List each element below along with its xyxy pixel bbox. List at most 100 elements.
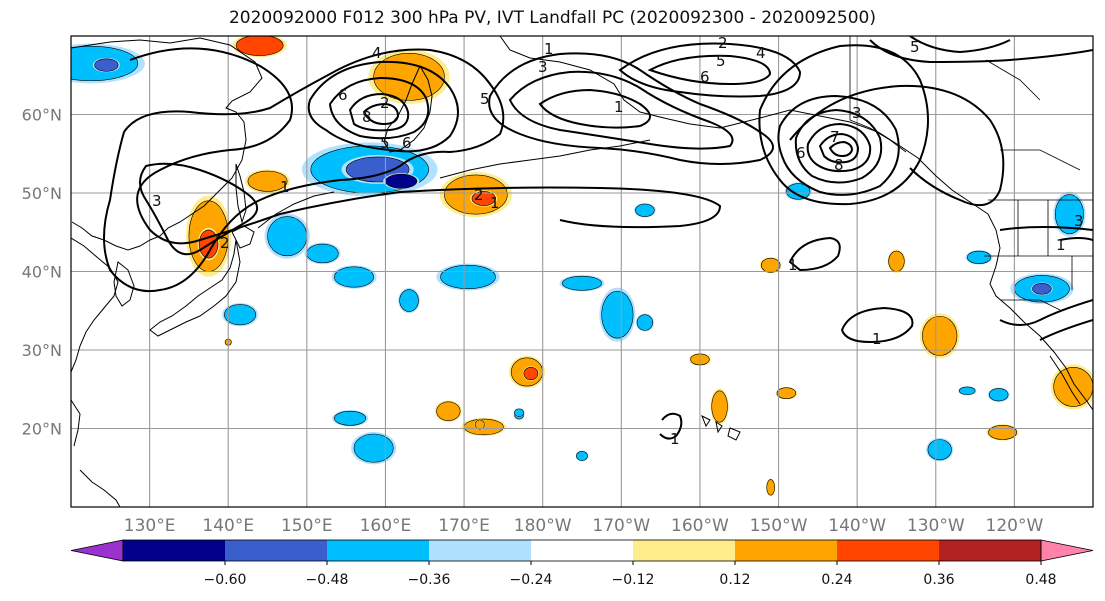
pc-patch xyxy=(965,250,993,265)
colorbar-segment xyxy=(837,540,940,561)
pc-patch xyxy=(1031,282,1053,296)
colorbar-segment xyxy=(327,540,430,561)
pc-patch xyxy=(1053,191,1086,237)
colorbar xyxy=(70,539,1094,562)
borders xyxy=(849,36,1093,311)
pc-shading-layer xyxy=(71,36,1093,497)
contour-label: 2 xyxy=(474,186,484,204)
pc-patch xyxy=(987,387,1010,402)
contour-label: 3 xyxy=(1074,212,1084,230)
pv-contours xyxy=(103,36,1093,440)
contour-label: 1 xyxy=(544,40,554,58)
pc-patch xyxy=(304,242,341,265)
map-title: 2020092000 F012 300 hPa PV, IVT Landfall… xyxy=(228,8,876,28)
lon-tick-label: 130°W xyxy=(907,516,965,536)
contour-label: 4 xyxy=(756,44,766,62)
colorbar-segment xyxy=(939,540,1042,561)
pc-patch xyxy=(766,478,776,497)
contour-labels: 4 1 3 5 6 2 8 5 6 1 5 4 6 2 3 7 6 8 5 3 … xyxy=(152,34,1084,448)
contour-label: 1 xyxy=(872,330,882,348)
contour-label: 5 xyxy=(380,134,390,152)
contour-label: 7 xyxy=(830,128,840,146)
pc-patch xyxy=(332,410,369,427)
colorbar-segment xyxy=(225,540,328,561)
colorbar-tick-label: −0.36 xyxy=(408,572,451,588)
colorbar-tick-label: 0.12 xyxy=(719,572,750,588)
colorbar-segment xyxy=(429,540,532,561)
pc-patch xyxy=(368,49,450,104)
pc-patch xyxy=(775,386,798,400)
lon-tick-label: 120°W xyxy=(986,516,1044,536)
colorbar-segment xyxy=(531,540,634,561)
pc-patch xyxy=(383,173,420,190)
contour-label: 8 xyxy=(362,108,372,126)
contour-label: 5 xyxy=(716,52,726,70)
contour-label: 1 xyxy=(788,256,798,274)
lon-tick-label: 160°E xyxy=(360,516,412,536)
pc-patch xyxy=(398,287,420,314)
contour-label: 6 xyxy=(796,144,806,162)
contour-label: 5 xyxy=(480,90,490,108)
lon-tick-label: 170°E xyxy=(438,516,490,536)
colorbar-segment xyxy=(123,540,226,561)
contour-label: 3 xyxy=(538,58,548,76)
pc-patch xyxy=(470,190,498,207)
contour-label: 6 xyxy=(700,68,710,86)
pc-patch xyxy=(926,437,954,462)
contour-label: 2 xyxy=(220,234,230,252)
colorbar-tick-label: −0.60 xyxy=(204,572,247,588)
colorbar-tick-label: −0.12 xyxy=(612,572,655,588)
contour-label: 4 xyxy=(372,44,382,62)
contour-label: 8 xyxy=(834,156,844,174)
contour-label: 5 xyxy=(910,38,920,56)
pc-patch xyxy=(575,450,589,462)
lon-tick-label: 180°W xyxy=(514,516,572,536)
pc-patch xyxy=(474,419,486,430)
pc-patch xyxy=(264,213,310,259)
pc-patch xyxy=(522,366,540,381)
contour-label: 3 xyxy=(152,192,162,210)
colorbar-segment xyxy=(735,540,838,561)
contour-label: 3 xyxy=(852,104,862,122)
graticule xyxy=(71,36,1093,507)
contour-label: 2 xyxy=(718,34,728,52)
lon-tick-label: 170°W xyxy=(592,516,650,536)
lon-tick-label: 150°W xyxy=(750,516,808,536)
lon-tick-label: 160°W xyxy=(671,516,729,536)
contour-label: 1 xyxy=(614,98,624,116)
pc-patch xyxy=(232,36,287,58)
coastlines xyxy=(71,36,1093,507)
contour-label: 1 xyxy=(670,430,680,448)
lat-tick-label: 60°N xyxy=(22,106,62,125)
pc-patch xyxy=(331,265,377,289)
colorbar-low-extend xyxy=(70,539,124,562)
contour-label: 6 xyxy=(402,134,412,152)
pc-patch xyxy=(599,287,636,342)
pc-patch xyxy=(634,203,656,218)
contour-label: 6 xyxy=(338,86,348,104)
pc-patch xyxy=(513,408,525,418)
map-frame xyxy=(70,35,1094,508)
pc-patch xyxy=(244,169,291,193)
pc-patch xyxy=(92,57,120,73)
latitude-labels: 20°N 30°N 40°N 50°N 60°N xyxy=(22,106,62,439)
lon-tick-label: 140°E xyxy=(202,516,254,536)
longitude-labels: 130°E 140°E 150°E 160°E 170°E 180°W 170°W 160°W… xyxy=(124,516,1044,536)
pc-patch xyxy=(351,431,397,465)
pc-patch xyxy=(221,302,259,327)
lon-tick-label: 150°E xyxy=(281,516,333,536)
colorbar-tick-label: 0.36 xyxy=(923,572,954,588)
lat-tick-label: 40°N xyxy=(22,263,62,282)
pc-patch xyxy=(436,263,500,291)
contour-label: 2 xyxy=(380,94,390,112)
colorbar-tick-label: −0.48 xyxy=(306,572,349,588)
lat-tick-label: 50°N xyxy=(22,184,62,203)
contour-label: 1 xyxy=(1056,236,1066,254)
colorbar-high-extend xyxy=(1040,539,1094,562)
contour-label: 1 xyxy=(280,178,290,196)
lon-tick-label: 140°W xyxy=(828,516,886,536)
pc-patch xyxy=(635,313,654,332)
pc-patch xyxy=(559,275,605,292)
pc-patch xyxy=(958,386,977,396)
lat-tick-label: 20°N xyxy=(22,420,62,439)
